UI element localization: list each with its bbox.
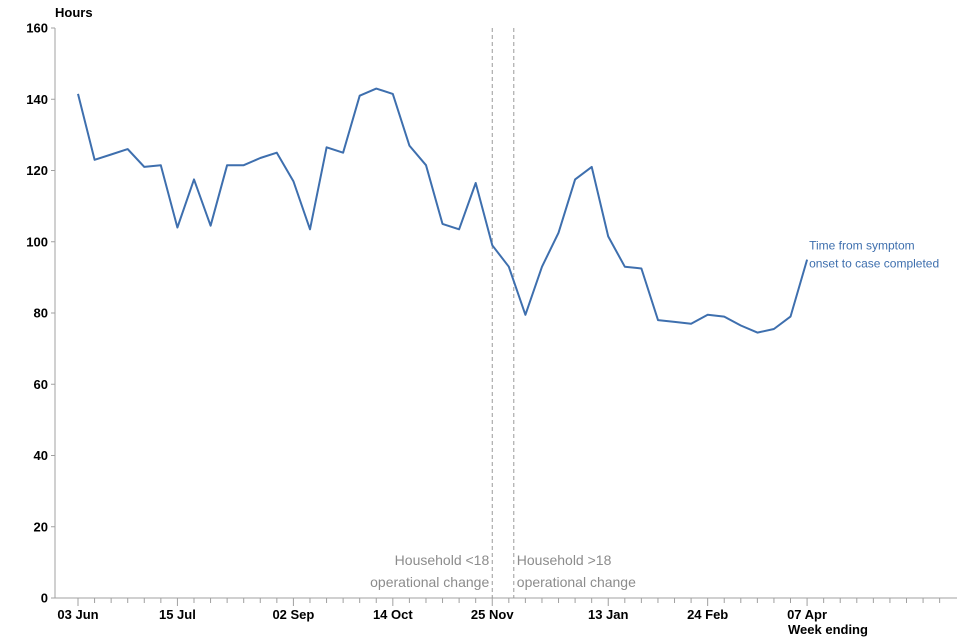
y-tick-label: 160 (26, 21, 48, 36)
x-tick-label: 25 Nov (471, 607, 514, 622)
x-tick-label: 14 Oct (373, 607, 413, 622)
series-label: onset to case completed (809, 257, 939, 271)
x-axis: 03 Jun 15 Jul 02 Sep 14 Oct 25 Nov 13 Jan 24 F… (55, 597, 957, 622)
y-tick-label: 0 (41, 591, 48, 606)
y-axis-label: Hours (55, 5, 93, 20)
y-tick-label: 120 (26, 163, 48, 178)
x-tick-label: 13 Jan (588, 607, 629, 622)
y-tick-label: 60 (34, 377, 48, 392)
x-tick-label: 15 Jul (159, 607, 196, 622)
y-tick-label: 80 (34, 306, 48, 321)
y-axis: 0 20 40 60 80 100 120 140 160 (26, 21, 56, 606)
y-tick-label: 100 (26, 234, 48, 249)
series-label: Time from symptom (809, 239, 915, 253)
x-axis-label: Week ending (788, 622, 868, 637)
annotations: Household <18 operational change Household… (370, 28, 636, 598)
y-tick-label: 140 (26, 92, 48, 107)
x-tick-label: 03 Jun (57, 607, 98, 622)
annotation-label: operational change (517, 574, 636, 590)
annotation-label: operational change (370, 574, 489, 590)
annotation-label: Household >18 (517, 552, 612, 568)
annotation-label: Household <18 (395, 552, 490, 568)
x-tick-label: 24 Feb (687, 607, 728, 622)
x-tick-label: 07 Apr (787, 607, 827, 622)
x-tick-label: 02 Sep (272, 607, 314, 622)
y-tick-label: 20 (34, 519, 48, 534)
series-line (77, 87, 809, 334)
series-group: Time from symptom onset to case completed (77, 87, 939, 334)
y-tick-label: 40 (34, 448, 48, 463)
